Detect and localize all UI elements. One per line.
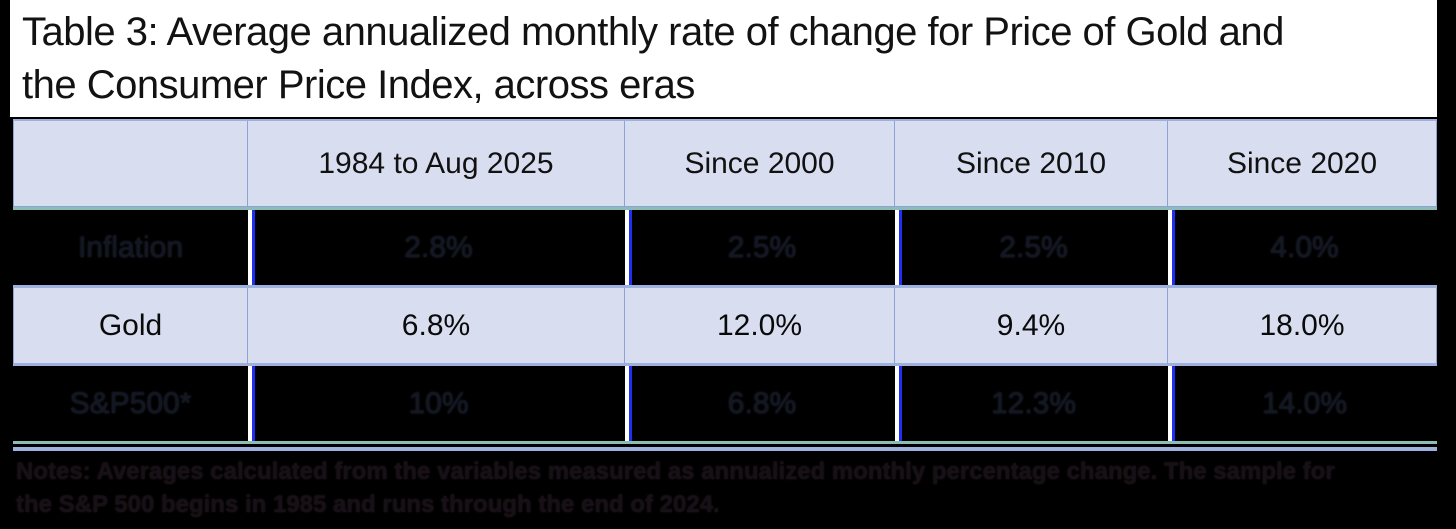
table-title-line-2: the Consumer Price Index, across eras	[22, 63, 695, 107]
cell-gold-1984: 6.8%	[248, 287, 625, 364]
header-cell-since-2010: Since 2010	[895, 121, 1168, 207]
header-cell-blank	[13, 121, 248, 207]
cell-sp500-2000: 6.8%	[625, 366, 895, 441]
table-row-inflation: Inflation 2.8% 2.5% 2.5% 4.0%	[13, 207, 1437, 287]
header-row: 1984 to Aug 2025 Since 2000 Since 2010 S…	[13, 119, 1437, 207]
header-cell-1984-to-aug-2025: 1984 to Aug 2025	[248, 121, 625, 207]
table-row-sp500: S&P500* 10% 6.8% 12.3% 14.0%	[13, 364, 1437, 444]
cell-gold-2000: 12.0%	[625, 287, 895, 364]
row-label-inflation: Inflation	[13, 210, 248, 285]
table-row-gold: Gold 6.8% 12.0% 9.4% 18.0%	[13, 287, 1437, 364]
header-cell-since-2020: Since 2020	[1168, 121, 1437, 207]
table-title-line-1: Table 3: Average annualized monthly rate…	[22, 10, 1284, 54]
cell-gold-2010: 9.4%	[895, 287, 1168, 364]
cell-inflation-2010: 2.5%	[895, 210, 1168, 285]
cell-sp500-2020: 14.0%	[1168, 366, 1437, 441]
row-label-gold: Gold	[13, 287, 248, 364]
cell-sp500-1984: 10%	[248, 366, 625, 441]
table-notes: Notes: Averages calculated from the vari…	[16, 455, 1436, 521]
table-notes-line-1: Notes: Averages calculated from the vari…	[16, 458, 1335, 485]
table-notes-line-2: the S&P 500 begins in 1985 and runs thro…	[16, 491, 720, 518]
cell-inflation-2000: 2.5%	[625, 210, 895, 285]
cell-gold-2020: 18.0%	[1168, 287, 1437, 364]
data-table: 1984 to Aug 2025 Since 2000 Since 2010 S…	[13, 119, 1437, 444]
notes-divider-rule	[13, 447, 1437, 451]
cell-inflation-2020: 4.0%	[1168, 210, 1437, 285]
row-label-sp500: S&P500*	[13, 366, 248, 441]
cell-sp500-2010: 12.3%	[895, 366, 1168, 441]
header-cell-since-2000: Since 2000	[625, 121, 895, 207]
table-title: Table 3: Average annualized monthly rate…	[10, 0, 1437, 117]
cell-inflation-1984: 2.8%	[248, 210, 625, 285]
